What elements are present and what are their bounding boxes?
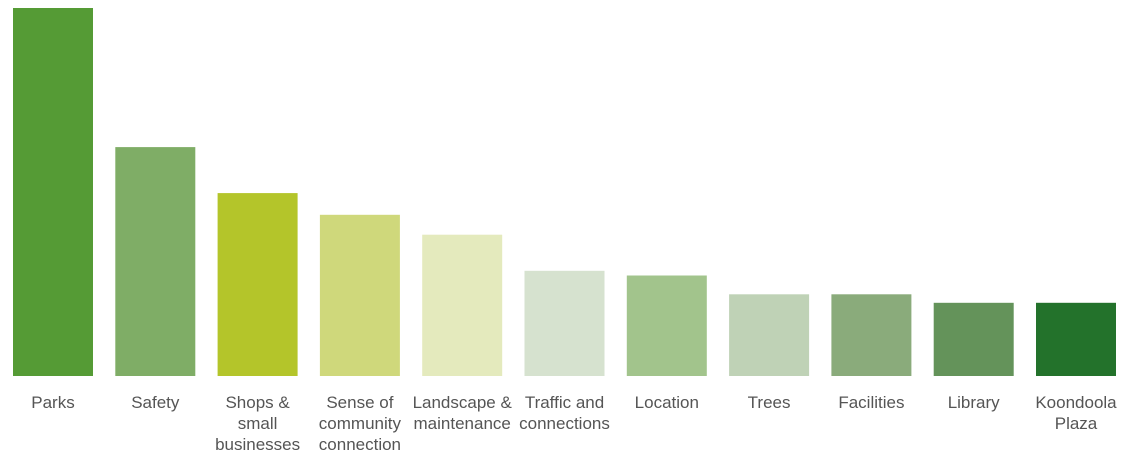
category-labels-group: Parks Safety Shops & small businesses Sense o… (31, 393, 1117, 454)
category-label-2-line-2: businesses (215, 435, 300, 454)
bar-6 (626, 275, 707, 376)
category-label-3-line-0: Sense of (326, 393, 393, 412)
category-label-6-line-0: Location (635, 393, 699, 412)
category-label-3-line-2: connection (319, 435, 401, 454)
bar-10 (1036, 302, 1116, 376)
category-label-0-line-0: Parks (31, 393, 74, 412)
category-label-1-line-0: Safety (131, 393, 180, 412)
category-label-8-line-0: Facilities (838, 393, 904, 412)
bar-7 (729, 294, 810, 376)
category-label-5-line-0: Traffic and (525, 393, 604, 412)
category-label-5-line-1: connections (519, 414, 610, 433)
category-label-9-line-0: Library (948, 393, 1000, 412)
category-label-4-line-0: Landscape & (413, 393, 513, 412)
bars-group (13, 8, 1116, 376)
bar-8 (831, 294, 912, 376)
category-label-2-line-0: Shops & (225, 393, 290, 412)
category-label-2-line-1: small (238, 414, 278, 433)
bar-4 (422, 234, 503, 376)
category-label-10-line-0: Koondoola (1035, 393, 1117, 412)
bar-3 (319, 214, 400, 376)
category-label-3-line-1: community (319, 414, 402, 433)
category-label-7-line-0: Trees (748, 393, 791, 412)
category-label-4-line-1: maintenance (414, 414, 511, 433)
bar-2 (217, 193, 298, 376)
bar-1 (115, 147, 196, 376)
bar-5 (524, 270, 605, 376)
bar-9 (933, 302, 1014, 376)
bar-0 (13, 8, 93, 376)
category-label-10-line-1: Plaza (1055, 414, 1098, 433)
